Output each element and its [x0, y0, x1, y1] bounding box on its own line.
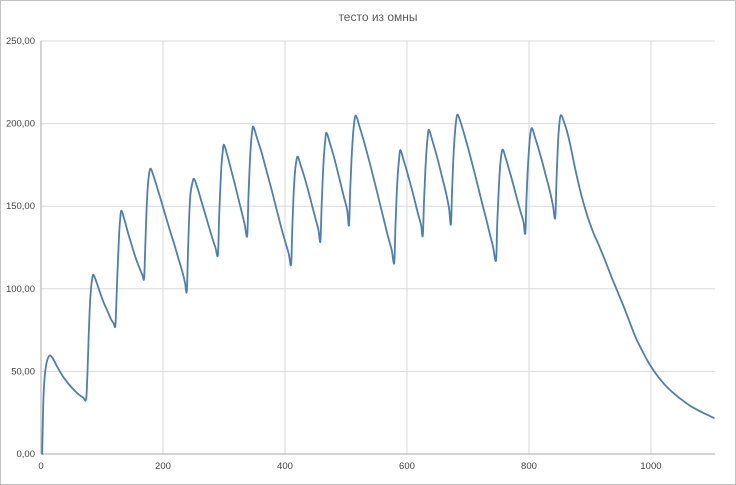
- y-axis-tick-label: 200,00: [6, 119, 35, 130]
- data-series-line: [41, 113, 715, 455]
- x-axis-tick-label: 600: [399, 461, 415, 472]
- x-axis-tick-label: 0: [38, 461, 43, 472]
- y-axis-tick-label: 50,00: [11, 366, 35, 377]
- x-axis-tick-label: 800: [521, 461, 537, 472]
- y-axis-tick-label: 250,00: [6, 36, 35, 47]
- chart-title: тесто из омны: [338, 10, 418, 24]
- y-axis-tick-label: 150,00: [6, 201, 35, 212]
- x-axis-tick-label: 400: [277, 461, 293, 472]
- y-axis-tick-label: 100,00: [6, 284, 35, 295]
- y-axis-tick-label: 0,00: [17, 449, 36, 460]
- x-axis-tick-label: 1000: [640, 461, 661, 472]
- x-axis-tick-label: 200: [155, 461, 171, 472]
